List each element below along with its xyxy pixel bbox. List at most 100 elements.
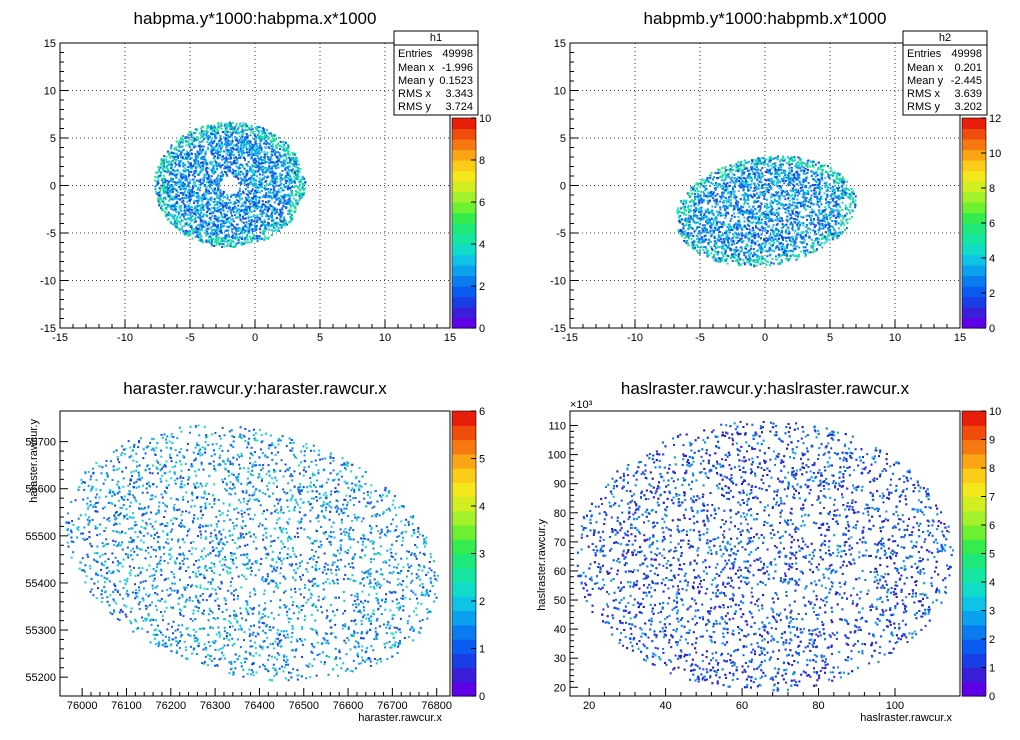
heatmap-cell	[293, 206, 296, 209]
heatmap-cell	[201, 168, 204, 171]
heatmap-cell	[726, 173, 729, 176]
heatmap-cell	[244, 230, 247, 233]
heatmap-cell	[226, 214, 229, 217]
heatmap-cell	[294, 185, 297, 188]
heatmap-cell	[244, 142, 247, 145]
heatmap-cell	[208, 185, 211, 188]
palette-swatch	[452, 128, 476, 140]
heatmap-cell	[705, 231, 708, 234]
heatmap-cell	[229, 201, 232, 204]
heatmap-cell	[263, 208, 266, 211]
heatmap-cell	[216, 201, 219, 204]
heatmap-cell	[757, 168, 760, 171]
heatmap-cell	[228, 199, 231, 202]
heatmap-cell	[737, 161, 740, 163]
heatmap-cell	[220, 226, 222, 229]
heatmap-cell	[249, 140, 252, 143]
heatmap-cell	[770, 181, 773, 184]
heatmap-cell	[195, 227, 198, 230]
heatmap-cell	[223, 132, 226, 135]
heatmap-cell	[172, 195, 175, 198]
heatmap-cell	[714, 194, 717, 197]
heatmap-cell	[191, 141, 194, 144]
heatmap-cell	[761, 161, 764, 164]
heatmap-cell	[248, 200, 251, 203]
heatmap-cell	[301, 175, 304, 178]
heatmap-cell	[232, 193, 235, 196]
heatmap-cell	[269, 171, 271, 174]
heatmap-cell	[194, 207, 197, 210]
heatmap-cell	[223, 124, 226, 127]
heatmap-cell	[239, 209, 242, 212]
heatmap-cell	[248, 168, 251, 171]
heatmap-cell	[235, 139, 238, 142]
heatmap-cell	[755, 200, 758, 203]
heatmap-cell	[784, 251, 787, 254]
heatmap-cell	[733, 177, 736, 180]
heatmap-cell	[229, 153, 232, 156]
heatmap-cell	[699, 232, 702, 235]
heatmap-cell	[838, 173, 841, 176]
heatmap-cell	[171, 208, 174, 211]
heatmap-cell	[155, 171, 158, 174]
heatmap-cell	[293, 158, 295, 161]
heatmap-cell	[247, 217, 250, 220]
heatmap-cell	[221, 232, 224, 234]
heatmap-cell	[791, 204, 794, 207]
heatmap-cell	[183, 164, 186, 166]
heatmap-cell	[191, 139, 194, 142]
heatmap-cell	[244, 236, 247, 239]
heatmap-cell	[192, 136, 195, 139]
heatmap-cell	[235, 193, 238, 196]
heatmap-cell	[221, 207, 224, 210]
heatmap-cell	[255, 183, 258, 185]
heatmap-cell	[203, 130, 206, 133]
heatmap-cell	[244, 172, 247, 175]
heatmap-cell	[773, 199, 776, 202]
heatmap-cell	[202, 221, 205, 224]
heatmap-cell	[176, 191, 179, 194]
heatmap-cell	[736, 225, 738, 228]
heatmap-cell	[289, 195, 292, 198]
heatmap-cell	[202, 205, 205, 208]
heatmap-cell	[218, 190, 221, 193]
heatmap-cell	[237, 208, 240, 211]
heatmap-cell	[221, 170, 223, 173]
heatmap-cell	[248, 231, 251, 234]
heatmap-cell	[261, 132, 264, 135]
heatmap-cell	[774, 247, 777, 250]
heatmap-cell	[258, 173, 261, 176]
heatmap-cell	[190, 198, 193, 201]
heatmap-cell	[241, 141, 244, 144]
heatmap-cell	[211, 244, 214, 247]
heatmap-cell	[696, 225, 699, 228]
heatmap-cell	[207, 181, 210, 183]
heatmap-cell	[226, 240, 229, 243]
heatmap-cell	[166, 212, 168, 215]
heatmap-cell	[209, 162, 212, 165]
heatmap-cell	[196, 186, 199, 189]
heatmap-cell	[163, 184, 166, 187]
heatmap-cell	[256, 154, 259, 157]
heatmap-cell	[244, 217, 247, 220]
heatmap-cell	[248, 178, 250, 180]
heatmap-cell	[295, 194, 298, 197]
heatmap-cell	[210, 211, 213, 214]
heatmap-cell	[270, 223, 273, 226]
heatmap-cell	[777, 241, 780, 244]
heatmap-cell	[220, 242, 223, 245]
heatmap-cell	[776, 171, 778, 174]
heatmap-cell	[219, 208, 222, 211]
heatmap-cell	[199, 204, 202, 207]
heatmap-cell	[837, 203, 840, 206]
heatmap-cell	[727, 192, 729, 195]
heatmap-cell	[190, 167, 193, 170]
heatmap-cell	[802, 222, 805, 225]
heatmap-cell	[260, 162, 263, 165]
heatmap-cell	[221, 216, 224, 219]
heatmap-cell	[710, 181, 713, 184]
heatmap-cell	[793, 156, 796, 159]
heatmap-cell	[280, 214, 283, 217]
heatmap-cell	[237, 239, 240, 242]
heatmap-cell	[249, 134, 252, 137]
